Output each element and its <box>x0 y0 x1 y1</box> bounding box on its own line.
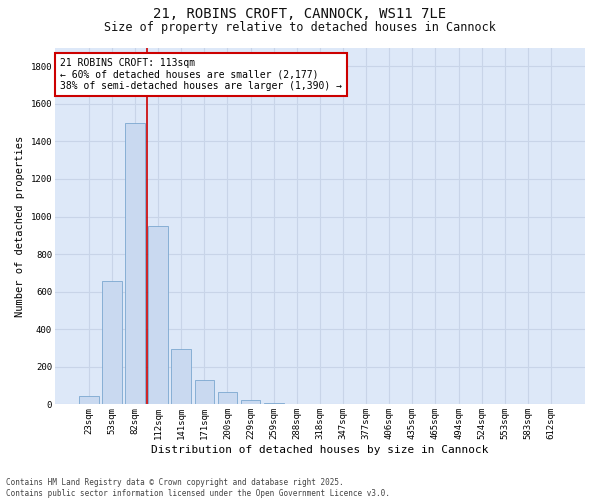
Bar <box>241 400 260 404</box>
X-axis label: Distribution of detached houses by size in Cannock: Distribution of detached houses by size … <box>151 445 488 455</box>
Text: Size of property relative to detached houses in Cannock: Size of property relative to detached ho… <box>104 21 496 34</box>
Text: Contains HM Land Registry data © Crown copyright and database right 2025.
Contai: Contains HM Land Registry data © Crown c… <box>6 478 390 498</box>
Bar <box>148 226 168 404</box>
Bar <box>218 392 237 404</box>
Text: 21, ROBINS CROFT, CANNOCK, WS11 7LE: 21, ROBINS CROFT, CANNOCK, WS11 7LE <box>154 8 446 22</box>
Bar <box>264 402 284 404</box>
Bar <box>79 396 98 404</box>
Bar <box>172 349 191 405</box>
Text: 21 ROBINS CROFT: 113sqm
← 60% of detached houses are smaller (2,177)
38% of semi: 21 ROBINS CROFT: 113sqm ← 60% of detache… <box>60 58 342 92</box>
Bar <box>125 122 145 404</box>
Bar <box>102 282 122 405</box>
Bar <box>194 380 214 404</box>
Y-axis label: Number of detached properties: Number of detached properties <box>15 136 25 316</box>
